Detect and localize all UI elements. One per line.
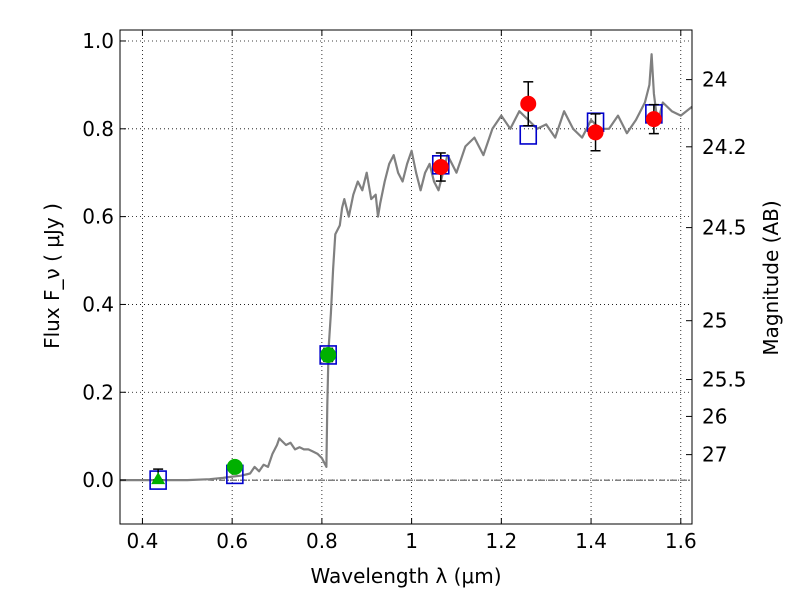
right-tick-label: 25 [702, 309, 727, 333]
x-tick-label: 1.6 [665, 529, 697, 553]
flux-point [320, 346, 337, 363]
x-tick-label: 1.4 [575, 529, 607, 553]
y-tick-label: 0.6 [82, 205, 114, 229]
x-tick-label: 0.6 [216, 529, 248, 553]
right-tick-label: 25.5 [702, 368, 747, 392]
plot-frame [119, 29, 693, 525]
right-tick-label: 24 [702, 68, 727, 92]
flux-point [645, 111, 662, 128]
x-tick-label: 0.4 [127, 529, 159, 553]
flux-point [520, 95, 537, 112]
right-tick-label: 24.5 [702, 216, 747, 240]
model-spectrum-line [120, 53, 693, 482]
y-tick-label: 0.4 [82, 292, 114, 316]
flux-point [432, 159, 449, 176]
y-tick-label: 1.0 [82, 29, 114, 53]
y-tick-label: 0.8 [82, 117, 114, 141]
right-axis-label: Magnitude (AB) [759, 200, 783, 355]
upper-limit-triangle [151, 472, 166, 485]
ticks: 0.4 0.6 0.8 1 1.2 1.4 1.6 0.0 0.2 0.4 0.6 0.8 1.0 24 2… [82, 29, 746, 553]
flux-point [226, 458, 243, 475]
right-tick-label: 27 [702, 443, 727, 467]
right-tick-label: 26 [702, 404, 727, 428]
x-axis-label: Wavelength λ (μm) [310, 564, 501, 588]
y-axis-label: Flux F_ν ( μJy ) [40, 203, 64, 349]
x-tick-label: 1 [405, 529, 418, 553]
y-tick-label: 0.0 [82, 468, 114, 492]
data-series [120, 53, 693, 490]
x-tick-label: 1.2 [485, 529, 517, 553]
right-tick-label: 24.2 [702, 135, 747, 159]
flux-point [587, 124, 604, 141]
y-tick-label: 0.2 [82, 380, 114, 404]
x-tick-label: 0.8 [306, 529, 338, 553]
